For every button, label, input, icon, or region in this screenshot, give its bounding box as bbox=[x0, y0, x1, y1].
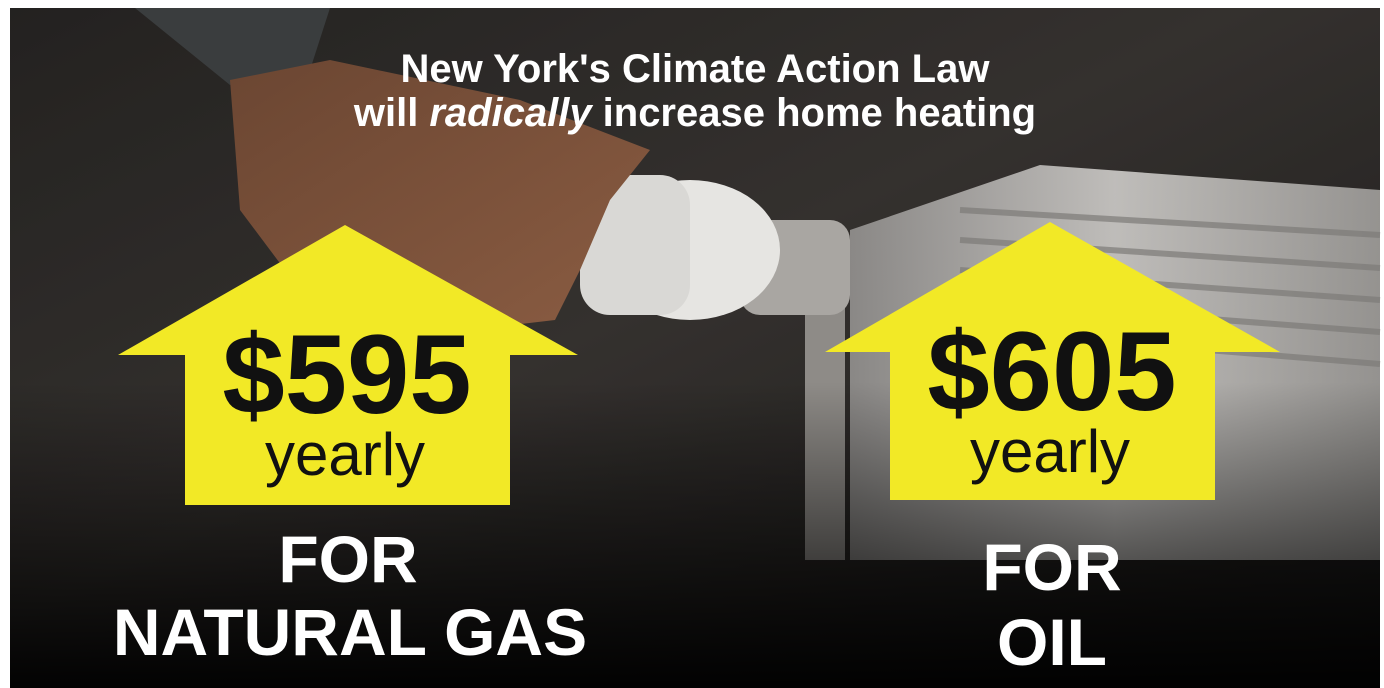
fuel-label: NATURAL GAS bbox=[113, 595, 587, 669]
fuel-label: FOR bbox=[278, 522, 417, 596]
headline-text: will bbox=[353, 91, 418, 135]
headline-line1: New York's Climate Action Law bbox=[401, 47, 991, 91]
headline-emphasis: radically bbox=[429, 91, 593, 135]
fuel-label: OIL bbox=[997, 605, 1107, 679]
headline-text: increase home heating bbox=[603, 91, 1036, 135]
ad-graphic: New York's Climate Action Law willradica… bbox=[0, 0, 1384, 688]
cost-amount: $605 bbox=[927, 309, 1176, 434]
cost-amount: $595 bbox=[222, 312, 471, 437]
fuel-label: FOR bbox=[982, 530, 1121, 604]
cost-period: yearly bbox=[265, 421, 425, 488]
cost-period: yearly bbox=[970, 418, 1130, 485]
